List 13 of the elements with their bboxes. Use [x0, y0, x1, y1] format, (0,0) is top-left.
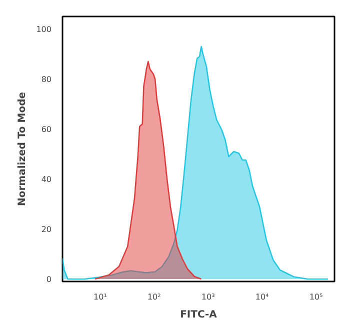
x-axis-title: FITC-A [180, 310, 218, 320]
x-tick-label: 10⁴ [255, 292, 269, 302]
y-axis-title: Normalized To Mode [17, 92, 28, 206]
x-tick-label: 10² [147, 292, 161, 302]
y-tick-label: 100 [36, 25, 52, 34]
y-tick-label: 20 [41, 225, 52, 234]
x-tick-label: 10¹ [94, 292, 107, 302]
x-tick-label: 10⁵ [309, 292, 323, 302]
y-tick-label: 40 [41, 175, 52, 184]
y-tick-label: 80 [41, 75, 52, 84]
y-tick-label: 60 [41, 125, 52, 134]
x-tick-label: 10³ [201, 292, 215, 302]
y-tick-label: 0 [46, 275, 52, 284]
